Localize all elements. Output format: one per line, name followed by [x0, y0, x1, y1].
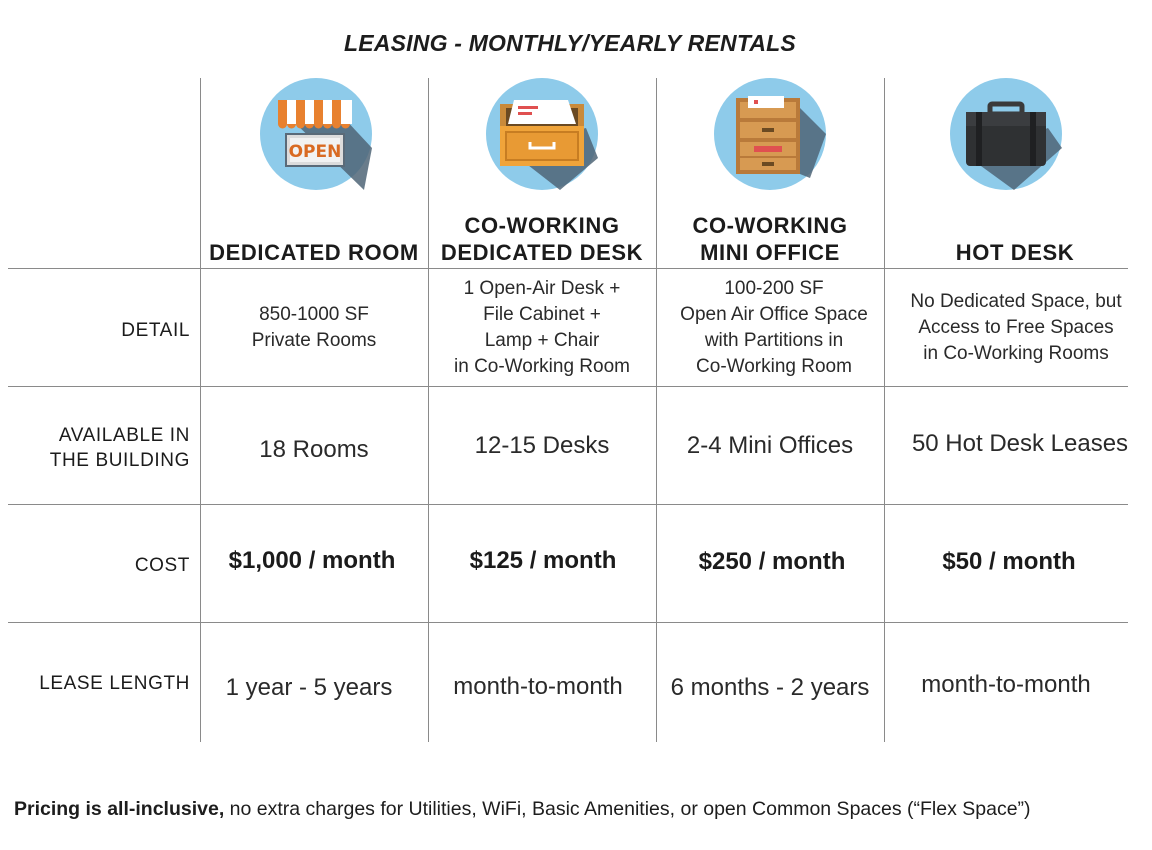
- detail-cell: 1 Open-Air Desk + File Cabinet + Lamp + Ch…: [454, 278, 630, 377]
- briefcase-icon: [950, 78, 1062, 190]
- available-cell: 12-15 Desks: [474, 432, 610, 459]
- row-label-detail: DETAIL: [121, 320, 190, 341]
- column-header-dedicated-room: DEDICATED ROOM: [209, 240, 419, 265]
- detail-cell: No Dedicated Space, but Access to Free Sp…: [910, 291, 1122, 364]
- row-label-available: AVAILABLE IN THE BUILDING: [49, 425, 190, 471]
- detail-cell: 850-1000 SF Private Rooms: [251, 304, 377, 351]
- available-cell: 2-4 Mini Offices: [686, 432, 854, 459]
- svg-text:OPEN: OPEN: [289, 142, 342, 162]
- column-header-hot-desk: HOT DESK: [955, 240, 1075, 265]
- row-divider: [8, 268, 1128, 269]
- column-header-dedicated-desk: CO-WORKING DEDICATED DESK: [440, 213, 644, 265]
- column-header-mini-office: CO-WORKING MINI OFFICE: [692, 213, 848, 265]
- column-divider: [656, 78, 657, 742]
- page-title: LEASING - MONTHLY/YEARLY RENTALS: [344, 30, 796, 56]
- available-cell: 18 Rooms: [259, 436, 369, 463]
- column-divider: [428, 78, 429, 742]
- row-divider: [8, 504, 1128, 505]
- lease-length-cell: month-to-month: [921, 671, 1091, 698]
- detail-cell: 100-200 SF Open Air Office Space with Part…: [680, 278, 868, 377]
- row-label-cost: COST: [134, 555, 190, 576]
- cost-cell: $1,000 / month: [228, 547, 396, 574]
- file-drawer-icon: [486, 78, 598, 190]
- lease-length-cell: 6 months - 2 years: [670, 674, 870, 701]
- cost-cell: $125 / month: [469, 547, 617, 574]
- row-label-lease-length: LEASE LENGTH: [39, 673, 190, 694]
- open-storefront-icon: OPEN: [260, 78, 372, 190]
- cost-cell: $50 / month: [942, 548, 1076, 575]
- footnote-emphasis: Pricing is all-inclusive,: [14, 798, 225, 820]
- lease-length-cell: month-to-month: [453, 673, 623, 700]
- pricing-footnote: Pricing is all-inclusive, no extra charg…: [14, 798, 1031, 821]
- column-divider: [200, 78, 201, 742]
- filing-cabinet-icon: [714, 78, 826, 190]
- column-divider: [884, 78, 885, 742]
- lease-length-cell: 1 year - 5 years: [225, 674, 393, 701]
- row-divider: [8, 622, 1128, 623]
- row-divider: [8, 386, 1128, 387]
- cost-cell: $250 / month: [698, 548, 846, 575]
- footnote-text: no extra charges for Utilities, WiFi, Ba…: [224, 798, 1031, 820]
- available-cell: 50 Hot Desk Leases: [911, 430, 1129, 457]
